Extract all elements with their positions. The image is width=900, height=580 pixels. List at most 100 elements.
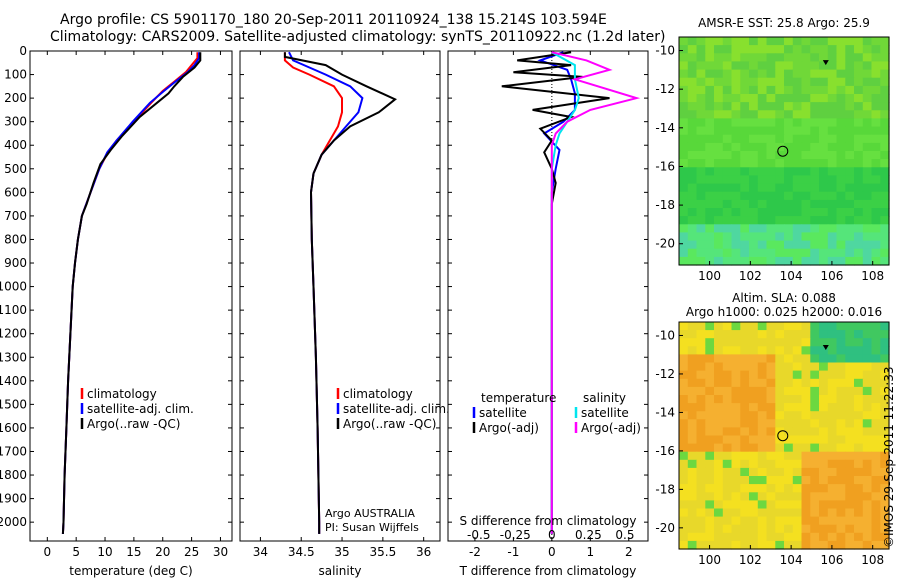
map-cell bbox=[687, 37, 698, 46]
map-cell bbox=[749, 240, 759, 250]
y-tick-label: -16 bbox=[655, 159, 675, 173]
map-cell bbox=[854, 151, 864, 160]
map-cell bbox=[845, 322, 855, 331]
map-cell bbox=[862, 500, 873, 510]
map-cell bbox=[731, 61, 741, 71]
map-cell bbox=[810, 216, 820, 225]
map-cell bbox=[722, 484, 733, 493]
map-cell bbox=[679, 85, 689, 95]
y-tick-label: 2000 bbox=[0, 515, 27, 529]
map-cell bbox=[679, 256, 689, 266]
map-cell bbox=[766, 61, 776, 71]
map-cell bbox=[810, 362, 820, 372]
map-cell bbox=[757, 69, 768, 79]
map-cell bbox=[696, 53, 706, 62]
map-cell bbox=[827, 134, 838, 144]
map-cell bbox=[819, 467, 829, 477]
map-cell bbox=[775, 362, 785, 372]
map-cell bbox=[836, 232, 846, 242]
map-cell bbox=[749, 532, 759, 542]
map-cell bbox=[705, 94, 715, 103]
map-cell bbox=[854, 248, 864, 258]
map-cell bbox=[792, 346, 803, 355]
map-cell bbox=[819, 208, 829, 217]
map-cell bbox=[775, 94, 785, 103]
map-cell bbox=[766, 175, 776, 185]
map-cell bbox=[819, 500, 829, 510]
map-cell bbox=[836, 435, 846, 445]
map-cell bbox=[740, 224, 750, 233]
x-tick-label: -2 bbox=[469, 545, 481, 559]
map-cell bbox=[714, 94, 724, 103]
y-tick-label: 700 bbox=[4, 209, 27, 223]
x-tick-label: 34.5 bbox=[288, 545, 315, 559]
map-cell bbox=[810, 443, 820, 453]
map-cell bbox=[696, 378, 706, 388]
map-cell bbox=[836, 199, 846, 209]
map-cell bbox=[766, 467, 776, 477]
map-cell bbox=[731, 167, 741, 176]
map-cell bbox=[696, 500, 706, 510]
map-cell bbox=[705, 451, 715, 461]
map-cell bbox=[722, 435, 733, 445]
map-cell bbox=[757, 94, 768, 103]
map-cell bbox=[775, 451, 785, 461]
map-cell bbox=[714, 167, 724, 176]
map-cell bbox=[766, 459, 776, 469]
map-cell bbox=[801, 540, 811, 550]
map-cell bbox=[722, 61, 733, 71]
map-cell bbox=[819, 45, 829, 54]
map-cell bbox=[696, 175, 706, 185]
map-cell bbox=[731, 403, 741, 412]
map-cell bbox=[749, 69, 759, 79]
map-cell bbox=[740, 500, 750, 510]
map-cell bbox=[819, 110, 829, 119]
map-cell bbox=[722, 540, 733, 550]
map-cell bbox=[679, 118, 689, 128]
map-cell bbox=[871, 484, 881, 493]
map-cell bbox=[714, 118, 724, 128]
map-cell bbox=[775, 110, 785, 119]
map-cell bbox=[827, 69, 838, 79]
map-cell bbox=[854, 77, 864, 87]
map-cell bbox=[714, 516, 724, 526]
map-cell bbox=[819, 94, 829, 103]
map-cell bbox=[801, 508, 811, 518]
map-cell bbox=[705, 77, 715, 87]
map-cell bbox=[827, 77, 838, 87]
map-cell bbox=[722, 532, 733, 542]
y-tick-label: -16 bbox=[655, 444, 675, 458]
series-line-argo-raw-qc- bbox=[283, 52, 397, 534]
map-cell bbox=[784, 378, 794, 388]
map-cell bbox=[687, 142, 698, 152]
map-cell bbox=[775, 443, 785, 453]
map-cell bbox=[696, 467, 706, 477]
map-cell bbox=[871, 435, 881, 445]
map-cell bbox=[749, 77, 759, 87]
map-cell bbox=[836, 459, 846, 469]
map-cell bbox=[740, 134, 750, 144]
map-cell bbox=[827, 395, 838, 404]
map-cell bbox=[862, 159, 873, 168]
map-cell bbox=[862, 467, 873, 477]
map-cell bbox=[696, 69, 706, 79]
map-cell bbox=[731, 492, 741, 501]
map-cell bbox=[827, 500, 838, 510]
map-cell bbox=[801, 191, 811, 201]
map-cell bbox=[854, 216, 864, 225]
map-cell bbox=[784, 53, 794, 62]
map-cell bbox=[679, 240, 689, 250]
map-cell bbox=[836, 516, 846, 526]
map-cell bbox=[784, 516, 794, 526]
map-cell bbox=[775, 346, 785, 355]
map-cell bbox=[775, 69, 785, 79]
map-cell bbox=[731, 322, 741, 331]
map-cell bbox=[810, 102, 820, 111]
map-cell bbox=[749, 451, 759, 461]
map-frame bbox=[678, 36, 890, 266]
map-cell bbox=[757, 500, 768, 510]
map-cell bbox=[705, 134, 715, 144]
map-cell bbox=[766, 524, 776, 534]
map-cell bbox=[731, 516, 741, 526]
map-cell bbox=[854, 435, 864, 445]
